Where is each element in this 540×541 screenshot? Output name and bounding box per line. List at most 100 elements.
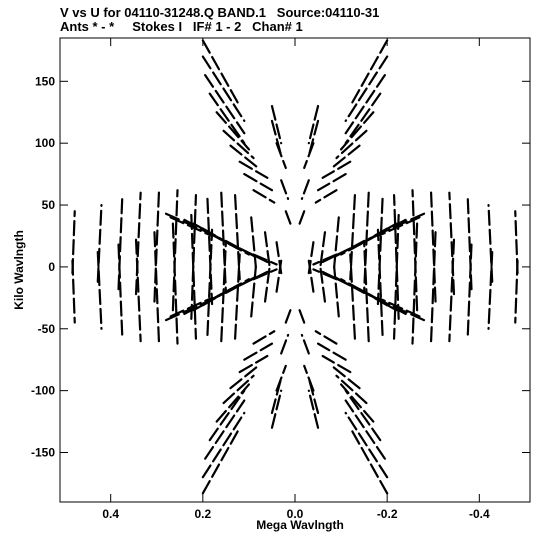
y-tick-label: -50 [38, 322, 56, 336]
uv-track-segment [222, 374, 255, 405]
uv-track-segment [134, 191, 142, 296]
uv-track-segment [275, 241, 283, 275]
uv-track-segment [280, 179, 290, 200]
x-tick-label: 0.0 [287, 507, 304, 521]
uv-track-segment [134, 238, 142, 343]
uv-track-segment [208, 389, 246, 442]
uv-track-segment [263, 231, 271, 269]
uv-track-segment [514, 210, 519, 275]
uv-track-segment [153, 187, 161, 303]
uv-track-segment [222, 129, 255, 160]
y-tick-label: 50 [42, 198, 56, 212]
uv-track-segment [307, 389, 320, 429]
uv-track-segment [215, 383, 251, 423]
x-tick-label: 0.4 [102, 507, 119, 521]
x-tick-label: -0.4 [469, 507, 490, 521]
uv-track-segment [270, 104, 283, 145]
uv-track-segment [376, 228, 384, 337]
uv-track-segment [316, 173, 347, 192]
uv-track-segment [319, 231, 327, 269]
uv-track-segment [392, 194, 400, 320]
uv-track-segment [280, 333, 290, 355]
uv-track-segment [275, 142, 287, 170]
uv-track-segment [71, 259, 76, 324]
chart-title: V vs U for 04110-31248.Q BAND.1 Source:0… [60, 5, 380, 20]
uv-track-segment [238, 354, 269, 374]
uv-track-segment [312, 268, 338, 281]
uv-track-segment [466, 197, 473, 291]
uv-track-segment [349, 39, 389, 108]
uv-track-segment [284, 210, 292, 225]
uv-track-segment [316, 342, 347, 361]
uv-track-segment [204, 399, 246, 460]
uv-track-segment [344, 389, 382, 442]
uv-tracks [71, 39, 519, 495]
uv-track-segment [319, 265, 327, 303]
uv-track-segment [215, 111, 251, 151]
uv-track-segment [171, 189, 179, 312]
uv-track-segment [335, 129, 368, 160]
uv-track-segment [229, 364, 260, 390]
uv-track-segment [321, 160, 352, 179]
uv-track-segment [233, 194, 241, 281]
y-tick-label: 150 [35, 74, 55, 88]
uv-track-segment [250, 216, 257, 269]
uv-track-segment [349, 426, 389, 495]
uv-track-segment [250, 265, 257, 318]
uv-track-segment [333, 265, 340, 318]
uv-track-segment [307, 259, 315, 293]
uv-track-segment [344, 55, 389, 123]
uv-track-segment [307, 104, 320, 145]
uv-track-segment [344, 74, 386, 135]
uv-track-segment [300, 333, 310, 355]
uv-track-segment [339, 111, 375, 151]
uv-track-segment [487, 250, 494, 330]
uv-track-segment [171, 222, 179, 345]
uv-track-segment [300, 179, 310, 200]
x-axis-title: Mega Wavlngth [256, 518, 344, 532]
uv-track-segment [298, 309, 306, 324]
uv-track-segment [298, 210, 306, 225]
uv-track-segment [284, 309, 292, 324]
uv-track-segment [252, 268, 278, 281]
uv-track-segment [376, 296, 421, 318]
uv-track-segment [243, 342, 274, 361]
uv-track-segment [252, 330, 276, 345]
uv-track-segment [206, 197, 214, 306]
uv-track-segment [169, 296, 214, 318]
uv-track-segment [339, 383, 375, 423]
x-tick-label: 0.2 [194, 507, 211, 521]
plot-frame [59, 37, 531, 503]
uv-track-segment [411, 189, 419, 312]
uv-track-segment [448, 238, 456, 343]
uv-track-segment [201, 411, 246, 479]
uv-track-segment [169, 216, 214, 238]
uv-track-segment [190, 213, 198, 340]
y-tick-label: 100 [35, 136, 55, 150]
chart-subtitle: Ants * - * Stokes I IF# 1 - 2 Chan# 1 [60, 19, 303, 34]
uv-track-segment [233, 253, 241, 340]
uv-track-segment [376, 216, 421, 238]
y-axis-title: Kilo Wavlngth [12, 230, 26, 310]
uv-track-segment [270, 389, 283, 429]
y-axis-ticks: -150 -100 -50 0 50 100 150 [31, 74, 530, 460]
uv-track-segment [411, 222, 419, 345]
uv-track-segment [333, 216, 340, 269]
uv-track-segment [344, 399, 386, 460]
y-tick-label: -100 [31, 384, 55, 398]
uv-track-segment [312, 253, 338, 266]
uv-track-segment [487, 203, 494, 283]
uv-track-segment [201, 39, 241, 108]
uv-track-segment [344, 92, 382, 145]
uv-track-segment [208, 92, 246, 145]
uv-track-segment [303, 364, 315, 392]
uv-track-segment [275, 364, 287, 392]
uv-track-segment [314, 330, 338, 345]
uv-track-segment [229, 144, 260, 170]
y-tick-label: -150 [31, 446, 55, 460]
x-tick-label: -0.2 [377, 507, 398, 521]
uv-track-segment [206, 228, 214, 337]
uv-track-segment [96, 250, 103, 330]
uv-track-segment [376, 197, 384, 306]
